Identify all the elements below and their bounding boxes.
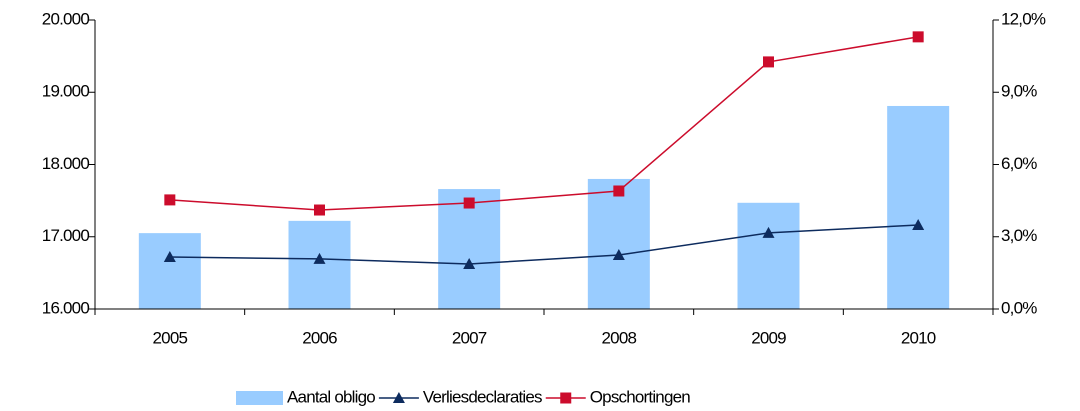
bar bbox=[887, 105, 950, 309]
y-tick-label: 18.000 bbox=[42, 154, 90, 173]
bar bbox=[587, 178, 650, 309]
bar bbox=[737, 202, 800, 309]
marker bbox=[313, 252, 326, 264]
y2-tick-label: 12,0% bbox=[1001, 9, 1046, 28]
marker bbox=[762, 226, 775, 238]
legend-swatch bbox=[236, 391, 283, 405]
marker bbox=[613, 185, 625, 197]
y-tick-label: 17.000 bbox=[42, 226, 90, 245]
y2-tick-label: 9,0% bbox=[1001, 82, 1037, 101]
marker bbox=[314, 204, 325, 216]
y2-tick-label: 3,0% bbox=[1001, 226, 1037, 245]
marker bbox=[912, 31, 924, 43]
bar bbox=[138, 233, 201, 309]
y2-tick-label: 0,0% bbox=[1001, 298, 1037, 317]
marker bbox=[763, 56, 774, 68]
marker bbox=[463, 197, 475, 209]
marker bbox=[163, 250, 176, 262]
x-tick-label: 2007 bbox=[452, 328, 487, 347]
marker bbox=[164, 194, 176, 206]
legend-label: Verliesdeclaraties bbox=[423, 387, 542, 406]
marker bbox=[612, 249, 625, 261]
y-tick-label: 16.000 bbox=[42, 298, 90, 317]
marker bbox=[463, 257, 476, 269]
bar bbox=[438, 189, 501, 309]
legend-label: Opschortingen bbox=[590, 387, 691, 406]
y2-tick-label: 6,0% bbox=[1001, 154, 1037, 173]
x-tick-label: 2008 bbox=[602, 328, 637, 347]
marker bbox=[392, 392, 405, 403]
y-tick-label: 19.000 bbox=[42, 82, 90, 101]
x-tick-label: 2010 bbox=[901, 328, 936, 347]
x-tick-label: 2006 bbox=[302, 328, 337, 347]
x-tick-label: 2009 bbox=[751, 328, 786, 347]
line bbox=[169, 224, 919, 265]
x-tick-label: 2005 bbox=[153, 328, 188, 347]
bar bbox=[288, 220, 351, 309]
line bbox=[169, 36, 919, 211]
marker bbox=[912, 218, 925, 230]
marker bbox=[560, 392, 572, 404]
legend-label: Aantal obligo bbox=[287, 387, 375, 406]
y-tick-label: 20.000 bbox=[42, 9, 90, 28]
